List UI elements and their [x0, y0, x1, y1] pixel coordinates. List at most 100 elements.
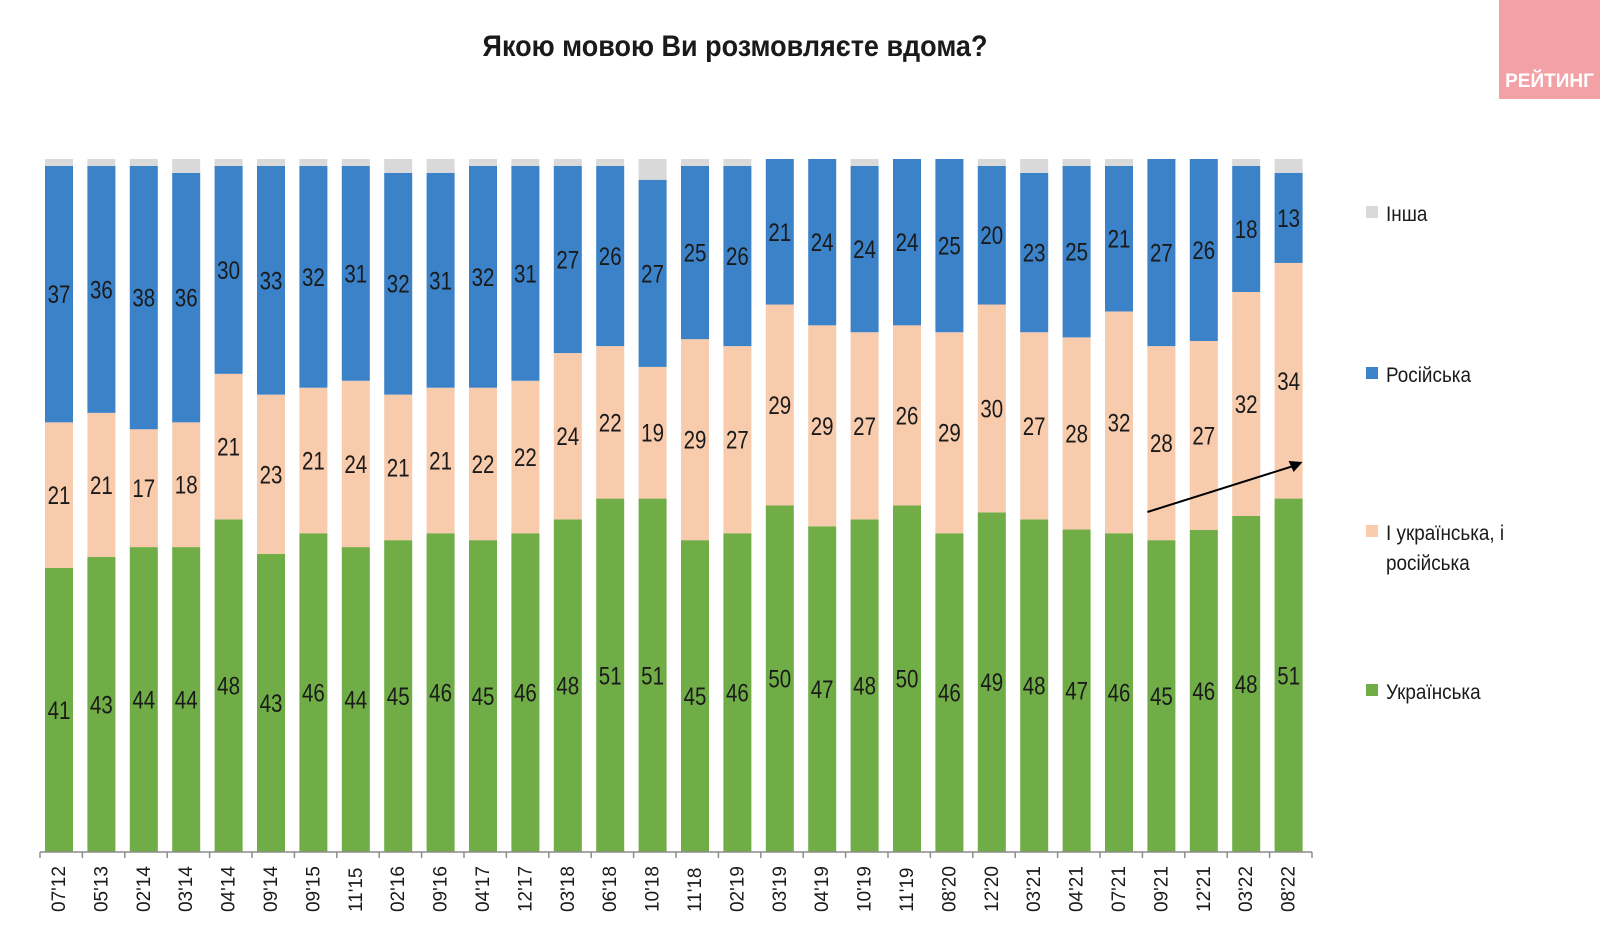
- bar-ukrainian: [214, 519, 243, 852]
- bar-ukrainian: [511, 533, 540, 852]
- bar-ukrainian: [1232, 516, 1261, 852]
- data-label-ukrainian: 44: [344, 686, 367, 714]
- bar-ukrainian: [765, 505, 794, 852]
- x-tick-label: 05'13: [91, 866, 112, 912]
- data-label-russian: 18: [1235, 215, 1258, 243]
- data-label-russian: 32: [472, 263, 495, 291]
- x-tick-label: 04'19: [812, 866, 833, 912]
- data-label-russian: 33: [260, 266, 283, 294]
- bar-russian: [214, 165, 243, 374]
- bar-russian: [935, 159, 964, 333]
- bar-both: [129, 429, 158, 548]
- bar-other: [1232, 159, 1261, 166]
- data-label-ukrainian: 45: [684, 682, 707, 710]
- data-label-russian: 31: [429, 266, 452, 294]
- bar-other: [172, 159, 201, 173]
- x-tick-label: 10'18: [643, 866, 664, 912]
- data-label-russian: 27: [641, 259, 664, 287]
- data-label-russian: 32: [302, 263, 325, 291]
- bar-other: [426, 159, 455, 173]
- bar-other: [341, 159, 370, 166]
- x-tick-label: 08'22: [1279, 866, 1300, 912]
- bar-russian: [341, 165, 370, 381]
- data-label-both: 21: [387, 453, 410, 481]
- data-label-russian: 31: [344, 259, 367, 287]
- bar-other: [384, 159, 413, 173]
- bar-russian: [1274, 172, 1303, 263]
- bar-both: [384, 394, 413, 541]
- bar-ukrainian: [45, 567, 73, 852]
- legend-label-ukrainian: Українська: [1386, 681, 1481, 704]
- data-label-ukrainian: 46: [429, 679, 452, 707]
- bar-russian: [45, 165, 73, 423]
- bar-other: [553, 159, 582, 166]
- data-label-ukrainian: 47: [1065, 677, 1088, 705]
- bar-both: [638, 366, 667, 499]
- data-label-ukrainian: 45: [387, 682, 410, 710]
- data-label-both: 22: [599, 408, 622, 436]
- bar-ukrainian: [299, 533, 328, 852]
- bar-russian: [765, 159, 794, 305]
- data-label-russian: 25: [1065, 238, 1088, 266]
- x-tick-label: 03'18: [558, 866, 579, 912]
- bar-other: [596, 159, 625, 166]
- bar-russian: [850, 165, 879, 333]
- x-tick-label: 03'21: [1024, 866, 1045, 912]
- bar-ukrainian: [935, 533, 964, 852]
- x-tick-label: 09'15: [303, 866, 324, 912]
- x-tick-label: 02'16: [388, 866, 409, 912]
- x-tick-label: 06'18: [600, 866, 621, 912]
- bar-russian: [893, 159, 921, 326]
- trend-arrow: [1147, 464, 1297, 513]
- bar-ukrainian: [129, 547, 158, 852]
- data-label-russian: 30: [217, 256, 240, 284]
- bar-both: [1274, 262, 1303, 499]
- bar-both: [893, 325, 921, 506]
- bar-russian: [596, 165, 625, 347]
- data-label-russian: 27: [556, 246, 579, 274]
- data-label-both: 22: [472, 450, 495, 478]
- x-tick-label: 12'21: [1194, 866, 1215, 912]
- data-label-russian: 21: [768, 218, 791, 246]
- bar-both: [511, 380, 540, 534]
- data-label-both: 27: [853, 412, 876, 440]
- bar-both: [977, 304, 1006, 513]
- bar-russian: [299, 165, 328, 388]
- data-label-russian: 21: [1108, 225, 1131, 253]
- bar-ukrainian: [426, 533, 455, 852]
- bar-both: [257, 394, 285, 555]
- data-label-russian: 13: [1277, 204, 1300, 232]
- data-label-ukrainian: 44: [175, 686, 198, 714]
- bar-russian: [469, 165, 497, 388]
- data-label-russian: 26: [599, 242, 622, 270]
- stacked-bar-chart: 41 21 37 43 21 36 44 17 38 44 18 36 48 21 30 43 23 33 46 21…: [39, 159, 1313, 913]
- logo-text: РЕЙТИНГ: [1505, 71, 1594, 92]
- x-tick-label: 03'14: [176, 866, 197, 912]
- bar-russian: [723, 165, 752, 347]
- bar-other: [681, 159, 709, 166]
- bar-ukrainian: [1062, 529, 1091, 852]
- bar-both: [553, 353, 582, 520]
- x-tick-label: 02'19: [727, 866, 748, 912]
- data-label-both: 21: [429, 446, 452, 474]
- bar-other: [45, 159, 73, 166]
- data-label-both: 27: [1192, 422, 1215, 450]
- bar-russian: [426, 172, 455, 388]
- x-tick-label: 07'12: [49, 866, 70, 912]
- data-label-russian: 27: [1150, 239, 1173, 267]
- bar-both: [299, 387, 328, 534]
- data-label-russian: 24: [896, 228, 919, 256]
- bar-russian: [808, 159, 837, 326]
- data-label-ukrainian: 50: [896, 665, 919, 693]
- bar-both: [45, 422, 73, 568]
- data-label-ukrainian: 48: [217, 672, 240, 700]
- bar-both: [1105, 311, 1133, 534]
- x-tick-label: 09'14: [261, 866, 282, 912]
- bar-ukrainian: [1020, 519, 1049, 852]
- data-label-russian: 23: [1023, 239, 1046, 267]
- data-label-both: 23: [260, 460, 283, 488]
- data-label-both: 21: [48, 481, 71, 509]
- bar-russian: [1105, 165, 1133, 312]
- x-tick-label: 11'15: [346, 868, 367, 913]
- bar-ukrainian: [638, 498, 667, 852]
